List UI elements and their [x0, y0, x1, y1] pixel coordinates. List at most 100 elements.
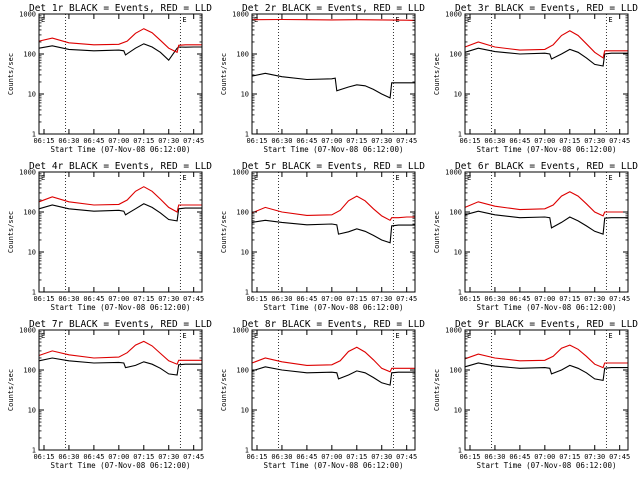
- series-line-events: [464, 210, 628, 235]
- x-tick-label: 07:15: [559, 295, 580, 303]
- x-tick-label: 07:00: [108, 295, 129, 303]
- y-tick-label: 10: [241, 407, 249, 415]
- x-tick-label: 07:45: [183, 137, 204, 145]
- y-tick-label: 10: [454, 91, 462, 99]
- y-tick-label: 10: [28, 407, 36, 415]
- x-axis-label: Start Time (07-Nov-08 06:12:00): [477, 303, 617, 312]
- y-tick-label: 100: [236, 209, 249, 217]
- plot-frame: [464, 13, 629, 135]
- y-axis-label: Counts/sec: [220, 369, 228, 411]
- x-tick-label: 07:00: [534, 137, 555, 145]
- series-line-events: [464, 362, 628, 382]
- x-tick-label: 07:15: [133, 137, 154, 145]
- series-line-lld: [38, 186, 202, 213]
- y-tick-label: 1: [245, 131, 249, 139]
- x-tick-label: 06:15: [33, 137, 54, 145]
- y-tick-label: 100: [449, 209, 462, 217]
- x-tick-label: 06:15: [459, 453, 480, 461]
- x-tick-label: 06:30: [58, 137, 79, 145]
- x-tick-label: 06:30: [271, 137, 292, 145]
- e-marker-label: E: [467, 16, 471, 24]
- y-tick-label: 1000: [445, 169, 462, 177]
- y-tick-label: 1: [458, 131, 462, 139]
- x-tick-label: 07:30: [371, 137, 392, 145]
- x-axis-label: Start Time (07-Nov-08 06:12:00): [51, 145, 191, 154]
- plot-frame: [251, 13, 416, 135]
- panel-det-1: Det 1r BLACK = Events, RED = LLD Counts/s…: [7, 3, 212, 154]
- x-tick-label: 07:30: [158, 137, 179, 145]
- x-tick-label: 06:45: [83, 137, 104, 145]
- series-line-lld: [464, 30, 628, 59]
- x-tick-label: 07:15: [346, 295, 367, 303]
- x-tick-label: 07:15: [559, 453, 580, 461]
- x-tick-label: 07:45: [609, 137, 630, 145]
- panel-det-6: Det 6r BLACK = Events, RED = LLD Counts/s…: [433, 161, 638, 312]
- x-tick-label: 06:45: [296, 453, 317, 461]
- x-axis-label: Start Time (07-Nov-08 06:12:00): [264, 461, 404, 470]
- e-marker-label: E: [395, 174, 399, 182]
- y-tick-label: 1000: [232, 11, 249, 19]
- panel-title: Det 5r BLACK = Events, RED = LLD: [242, 161, 425, 172]
- y-tick-label: 100: [23, 51, 36, 59]
- e-marker-label: E: [467, 332, 471, 340]
- e-marker-label: E: [608, 174, 612, 182]
- x-axis-label: Start Time (07-Nov-08 06:12:00): [477, 461, 617, 470]
- e-marker-label: E: [182, 332, 186, 340]
- series-line-lld: [251, 18, 416, 21]
- x-tick-label: 06:45: [509, 137, 530, 145]
- series-line-lld: [251, 346, 415, 373]
- e-marker-label: E: [41, 332, 45, 340]
- plot-frame: [38, 171, 203, 293]
- x-tick-label: 07:00: [321, 453, 342, 461]
- x-tick-label: 07:30: [584, 295, 605, 303]
- y-axis-label: Counts/sec: [433, 211, 441, 253]
- e-marker-label: E: [467, 174, 471, 182]
- e-marker-label: E: [41, 16, 45, 24]
- y-tick-label: 1000: [19, 327, 36, 335]
- e-marker-label: E: [182, 16, 186, 24]
- y-tick-label: 100: [236, 367, 249, 375]
- e-marker-label: E: [182, 174, 186, 182]
- plot-frame: [464, 171, 629, 293]
- x-tick-label: 07:00: [108, 137, 129, 145]
- y-tick-label: 1: [245, 289, 249, 297]
- y-tick-label: 1: [32, 131, 36, 139]
- y-axis-label: Counts/sec: [220, 53, 228, 95]
- x-tick-label: 07:15: [559, 137, 580, 145]
- panel-det-8: Det 8r BLACK = Events, RED = LLD Counts/s…: [220, 319, 425, 470]
- plot-frame: [38, 13, 203, 135]
- y-axis-label: Counts/sec: [7, 369, 15, 411]
- y-tick-label: 1000: [19, 11, 36, 19]
- x-tick-label: 07:30: [371, 453, 392, 461]
- x-tick-label: 06:45: [509, 295, 530, 303]
- series-line-lld: [38, 340, 202, 365]
- x-tick-label: 07:00: [108, 453, 129, 461]
- x-tick-label: 07:30: [584, 453, 605, 461]
- x-tick-label: 07:45: [396, 295, 417, 303]
- x-tick-label: 06:30: [271, 295, 292, 303]
- y-tick-label: 100: [449, 367, 462, 375]
- x-tick-label: 07:15: [346, 453, 367, 461]
- y-tick-label: 100: [23, 367, 36, 375]
- y-tick-label: 100: [449, 51, 462, 59]
- x-tick-label: 07:45: [609, 295, 630, 303]
- series-line-events: [464, 47, 628, 67]
- x-tick-label: 06:15: [246, 295, 267, 303]
- x-tick-label: 06:45: [83, 453, 104, 461]
- series-line-events: [251, 366, 415, 386]
- series-line-events: [251, 72, 415, 99]
- x-tick-label: 06:30: [58, 295, 79, 303]
- y-tick-label: 1: [32, 289, 36, 297]
- x-tick-label: 06:30: [271, 453, 292, 461]
- x-axis-label: Start Time (07-Nov-08 06:12:00): [477, 145, 617, 154]
- panel-det-7: Det 7r BLACK = Events, RED = LLD Counts/s…: [7, 319, 212, 470]
- series-line-events: [38, 43, 202, 62]
- y-tick-label: 1000: [19, 169, 36, 177]
- y-tick-label: 100: [236, 51, 249, 59]
- y-tick-label: 10: [28, 249, 36, 257]
- e-marker-label: E: [608, 16, 612, 24]
- y-tick-label: 100: [23, 209, 36, 217]
- panel-det-5: Det 5r BLACK = Events, RED = LLD Counts/s…: [220, 161, 425, 312]
- x-tick-label: 06:30: [484, 453, 505, 461]
- x-tick-label: 07:45: [183, 453, 204, 461]
